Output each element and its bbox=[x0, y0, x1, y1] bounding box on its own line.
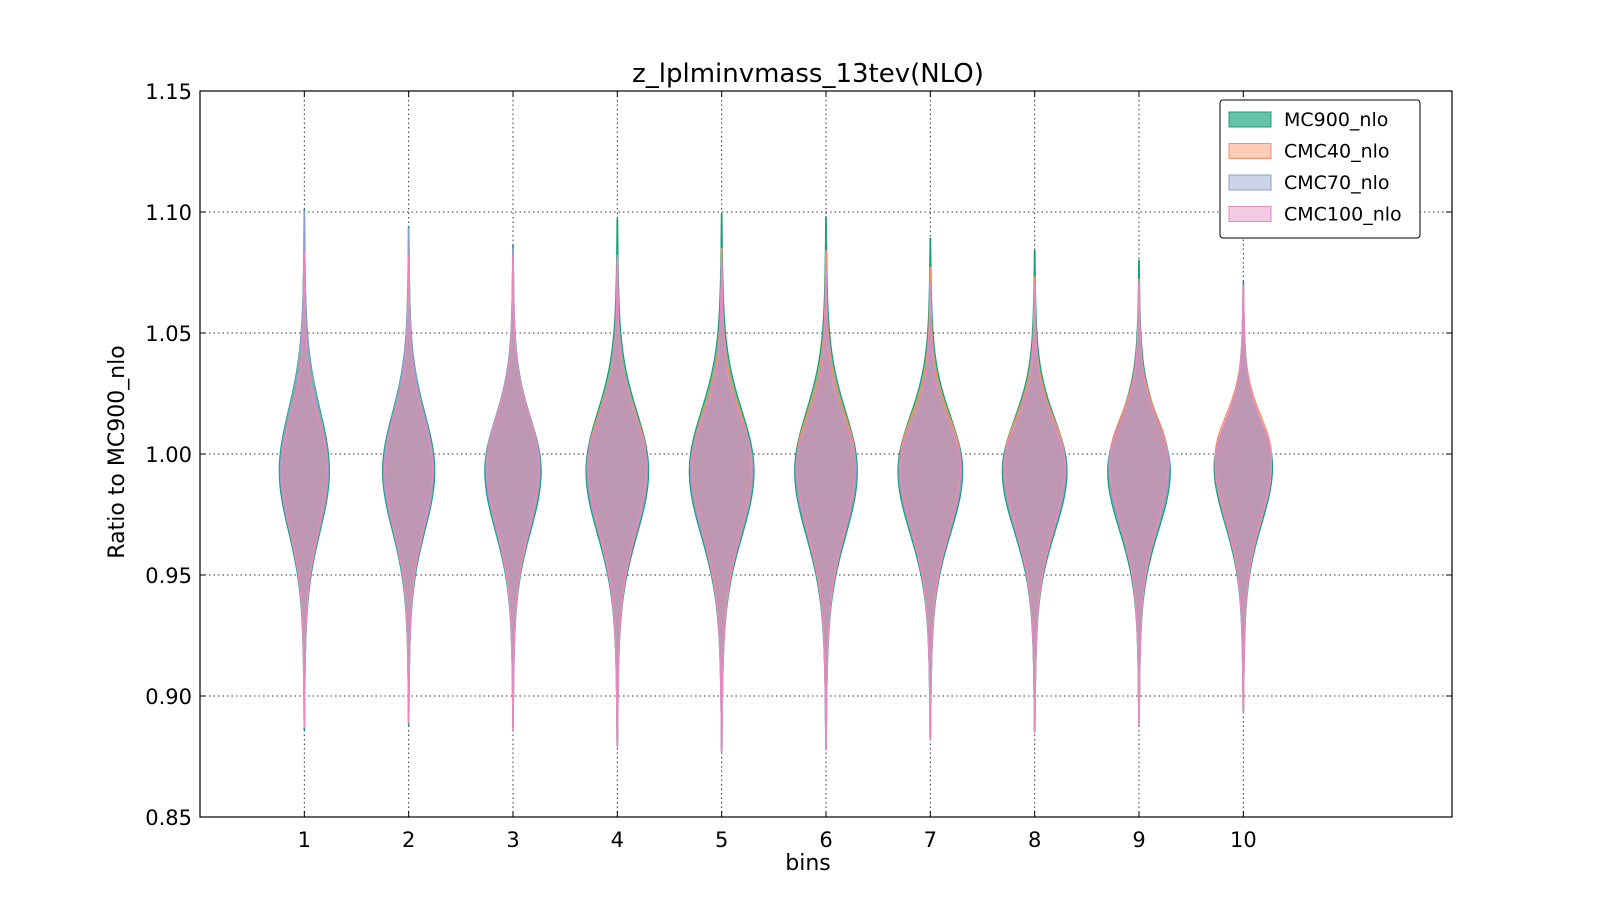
violin-9-MC900_nlo bbox=[1107, 259, 1171, 724]
violin-6-CMC100_nlo bbox=[796, 269, 856, 750]
y-tick-label: 0.95 bbox=[145, 564, 192, 588]
x-tick-label: 9 bbox=[1132, 828, 1145, 852]
legend-label: CMC100_nlo bbox=[1284, 204, 1402, 226]
violin-7-CMC40_nlo bbox=[899, 267, 962, 733]
y-axis-ticks: 0.85 0.90 0.95 1.00 1.05 1.10 1.15 bbox=[145, 80, 1452, 830]
violin-series-CMC100_nlo bbox=[280, 252, 1273, 753]
legend: MC900_nlo CMC40_nlo CMC70_nlo CMC100_nlo bbox=[1219, 99, 1421, 239]
violin-5-MC900_nlo bbox=[688, 213, 755, 750]
violin-5-CMC40_nlo bbox=[691, 247, 752, 745]
legend-swatch bbox=[1228, 206, 1272, 222]
x-tick-label: 4 bbox=[611, 828, 624, 852]
violins-group bbox=[278, 208, 1274, 753]
violin-10-CMC100_nlo bbox=[1214, 286, 1273, 714]
violin-6-CMC40_nlo bbox=[796, 250, 856, 745]
x-tick-label: 7 bbox=[924, 828, 937, 852]
x-tick-label: 2 bbox=[402, 828, 415, 852]
y-tick-label: 1.00 bbox=[145, 443, 192, 467]
violin-6-MC900_nlo bbox=[794, 216, 858, 750]
x-tick-label: 6 bbox=[819, 828, 832, 852]
violin-3-CMC100_nlo bbox=[486, 254, 540, 731]
x-tick-label: 3 bbox=[506, 828, 519, 852]
y-tick-label: 1.15 bbox=[145, 80, 192, 104]
x-tick-label: 1 bbox=[298, 828, 311, 852]
legend-swatch bbox=[1228, 111, 1272, 128]
violin-1-MC900_nlo bbox=[278, 208, 330, 731]
violin-series-MC900_nlo bbox=[278, 208, 1274, 750]
violin-2-MC900_nlo bbox=[381, 225, 436, 726]
legend-box bbox=[1219, 99, 1421, 239]
x-tick-label: 5 bbox=[715, 828, 728, 852]
legend-label: CMC70_nlo bbox=[1284, 172, 1390, 194]
x-tick-label: 8 bbox=[1028, 828, 1041, 852]
violin-8-CMC100_nlo bbox=[1003, 284, 1066, 733]
chart-title: z_lplminvmass_13tev(NLO) bbox=[632, 59, 984, 89]
x-axis-label: bins bbox=[785, 851, 830, 876]
legend-label: CMC40_nlo bbox=[1284, 141, 1390, 163]
y-tick-label: 0.85 bbox=[145, 806, 192, 830]
x-tick-label: 10 bbox=[1230, 828, 1257, 852]
x-axis-ticks: 1 2 3 4 5 6 7 8 9 10 bbox=[298, 91, 1257, 852]
violin-9-CMC100_nlo bbox=[1109, 284, 1169, 726]
y-tick-label: 1.10 bbox=[145, 201, 192, 225]
violin-9-CMC40_nlo bbox=[1109, 279, 1169, 721]
y-axis-label: Ratio to MC900_nlo bbox=[105, 345, 130, 558]
violin-8-MC900_nlo bbox=[1001, 250, 1068, 731]
legend-swatch bbox=[1228, 174, 1272, 191]
legend-swatch bbox=[1228, 143, 1272, 159]
violin-1-CMC100_nlo bbox=[280, 252, 328, 729]
violin-7-CMC100_nlo bbox=[899, 284, 962, 741]
violin-8-CMC40_nlo bbox=[1003, 276, 1066, 726]
y-tick-label: 0.90 bbox=[145, 685, 192, 709]
violin-10-MC900_nlo bbox=[1213, 281, 1274, 714]
violin-2-CMC100_nlo bbox=[384, 254, 434, 724]
violin-4-CMC100_nlo bbox=[587, 259, 648, 748]
violin-7-MC900_nlo bbox=[897, 238, 964, 738]
legend-label: MC900_nlo bbox=[1284, 109, 1388, 131]
violin-5-CMC100_nlo bbox=[690, 262, 753, 753]
violin-4-MC900_nlo bbox=[585, 218, 650, 745]
y-tick-label: 1.05 bbox=[145, 322, 192, 346]
